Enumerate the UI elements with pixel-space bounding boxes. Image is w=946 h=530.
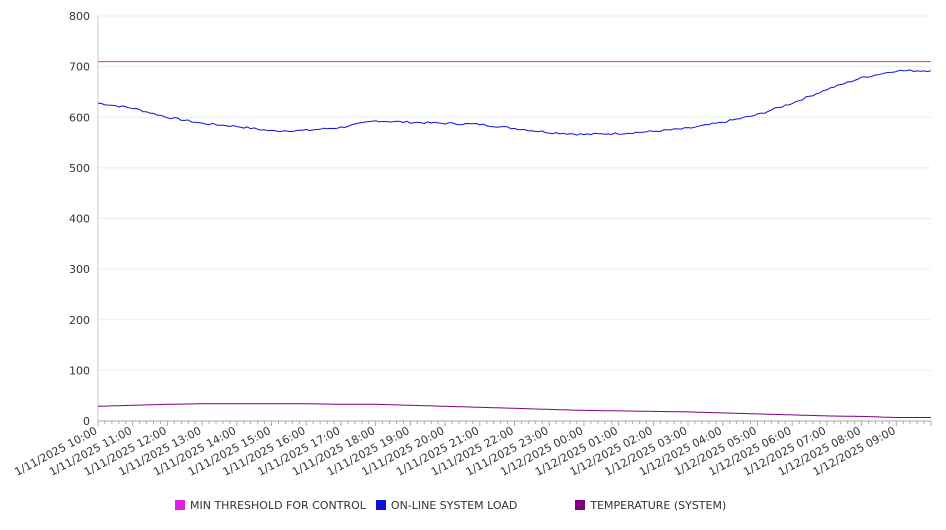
y-tick-label-400: 400 <box>69 213 90 226</box>
legend-swatch-min-threshold <box>175 500 185 510</box>
y-tick-label-800: 800 <box>69 10 90 23</box>
y-tick-label-500: 500 <box>69 162 90 175</box>
series-line-on-line-system-load <box>97 69 932 136</box>
y-tick-label-700: 700 <box>69 61 90 74</box>
legend-item-min-threshold[interactable]: MIN THRESHOLD FOR CONTROL <box>175 499 366 512</box>
y-tick-label-100: 100 <box>69 364 90 377</box>
legend-label-min-threshold: MIN THRESHOLD FOR CONTROL <box>190 498 366 512</box>
y-tick-label-600: 600 <box>69 111 90 124</box>
legend-swatch-system-load <box>375 500 386 510</box>
series-line-temperature-system <box>97 403 931 418</box>
y-tick-label-300: 300 <box>69 263 90 276</box>
legend-label-temperature: TEMPERATURE (SYSTEM) <box>590 498 727 512</box>
y-tick-label-0: 0 <box>83 415 90 428</box>
legend: MIN THRESHOLD FOR CONTROL ON-LINE SYSTEM… <box>175 497 736 513</box>
y-tick-label-200: 200 <box>69 314 90 327</box>
legend-item-temperature[interactable]: TEMPERATURE (SYSTEM) <box>575 499 726 512</box>
legend-label-system-load: ON-LINE SYSTEM LOAD <box>390 498 518 512</box>
legend-item-system-load[interactable]: ON-LINE SYSTEM LOAD <box>375 498 518 512</box>
legend-swatch-temperature <box>575 500 586 510</box>
